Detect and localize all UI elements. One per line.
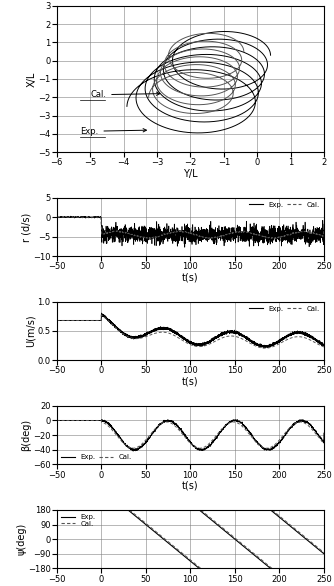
- Text: Cal.: Cal.: [90, 90, 160, 99]
- Legend: Exp., Cal.: Exp., Cal.: [60, 454, 132, 461]
- X-axis label: t(s): t(s): [182, 481, 199, 491]
- Y-axis label: r (d/s): r (d/s): [22, 212, 32, 241]
- X-axis label: t(s): t(s): [182, 585, 199, 586]
- Y-axis label: U(m/s): U(m/s): [26, 315, 36, 347]
- Y-axis label: X/L: X/L: [27, 71, 37, 87]
- Text: Exp.: Exp.: [80, 127, 146, 136]
- Legend: Exp., Cal.: Exp., Cal.: [248, 201, 321, 209]
- Legend: Exp., Cal.: Exp., Cal.: [248, 305, 321, 312]
- X-axis label: t(s): t(s): [182, 377, 199, 387]
- Legend: Exp., Cal.: Exp., Cal.: [60, 513, 96, 527]
- Y-axis label: β(deg): β(deg): [21, 419, 31, 451]
- X-axis label: t(s): t(s): [182, 273, 199, 283]
- X-axis label: Y/L: Y/L: [183, 169, 198, 179]
- Y-axis label: ψ(deg): ψ(deg): [16, 523, 26, 556]
